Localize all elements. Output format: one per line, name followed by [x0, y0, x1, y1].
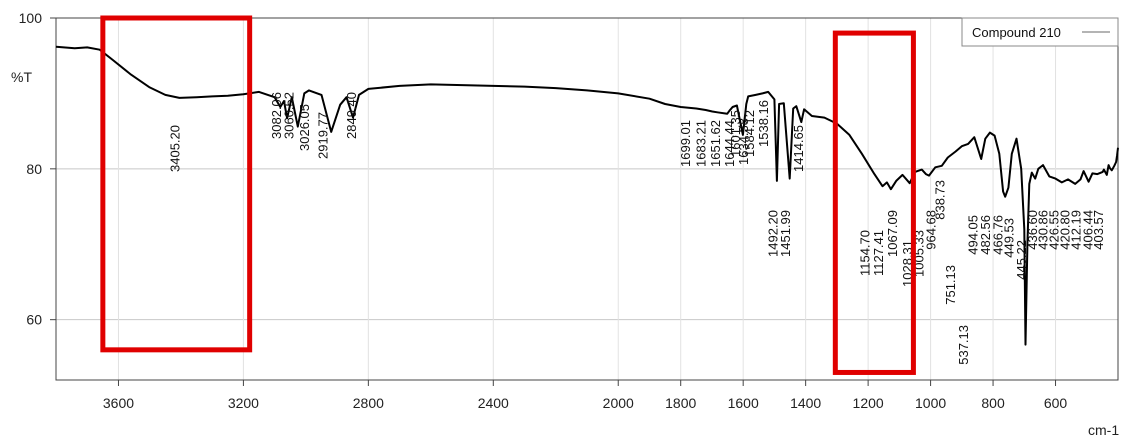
peak-label: 1644.44 — [722, 120, 737, 167]
peak-label: 1584.12 — [742, 110, 757, 157]
y-tick-label: 80 — [26, 161, 42, 177]
x-tick-label: 1200 — [853, 395, 884, 411]
series-layer — [55, 45, 1119, 346]
peak-label: 426.55 — [1047, 210, 1062, 250]
peak-label: 537.13 — [956, 325, 971, 365]
peak-label: 2849.40 — [344, 92, 359, 139]
peak-label: 420.80 — [1058, 210, 1073, 250]
y-tick-label: 100 — [19, 10, 43, 26]
peak-label: 3082.06 — [269, 92, 284, 139]
peak-label: 449.53 — [1001, 218, 1016, 258]
peak-label: 1492.20 — [766, 210, 781, 257]
x-tick-label: 1000 — [915, 395, 946, 411]
peak-label: 964.68 — [923, 210, 938, 250]
x-tick-label: 1800 — [665, 395, 696, 411]
plot-border — [55, 17, 1119, 381]
legend-label: Compound 210 — [972, 25, 1061, 40]
peak-label: 1683.21 — [694, 120, 709, 167]
peak-label: 494.05 — [965, 215, 980, 255]
x-tick-label: 1400 — [790, 395, 821, 411]
peak-label: 1651.62 — [708, 120, 723, 167]
x-tick-label: 2400 — [478, 395, 509, 411]
x-tick-label: 2800 — [353, 395, 384, 411]
x-tick-label: 1600 — [728, 395, 759, 411]
x-tick-label: 800 — [981, 395, 1005, 411]
peak-label: 1451.99 — [778, 210, 793, 257]
peak-label: 436.60 — [1025, 210, 1040, 250]
legend: Compound 210 — [961, 17, 1119, 47]
peak-label: 1601.35 — [728, 110, 743, 157]
peak-label: 1127.41 — [871, 230, 886, 276]
peak-label: 838.73 — [933, 180, 948, 220]
peak-label: 1634.38 — [736, 118, 751, 165]
x-tick-label: 2000 — [603, 395, 634, 411]
peak-label: 403.57 — [1091, 210, 1106, 250]
peak-label: 1699.01 — [678, 120, 693, 167]
peak-label: 445.22 — [1014, 240, 1029, 280]
peak-label: 3405.20 — [167, 125, 182, 172]
peak-label: 3060.52 — [281, 92, 296, 139]
highlight-box — [100, 15, 253, 353]
y-tick-label: 60 — [26, 312, 42, 328]
annotation-layer — [100, 15, 916, 375]
x-tick-label: 3600 — [103, 395, 134, 411]
peak-label: 406.44 — [1080, 210, 1095, 250]
peak-label: 430.86 — [1036, 210, 1051, 250]
plot-frame — [55, 17, 1119, 381]
x-axis-label: cm-1 — [1088, 422, 1119, 438]
peak-label: 1154.70 — [858, 230, 873, 276]
peak-label: 1414.65 — [791, 125, 806, 172]
peak-label: 2919.77 — [316, 112, 331, 159]
x-tick-label: 3200 — [228, 395, 259, 411]
peak-label: 466.76 — [990, 215, 1005, 255]
peak-label: 1067.09 — [885, 210, 900, 257]
axes-labels: 3600 3200 2800 2400 2000 1800 1600 1400 1200 1000… — [19, 10, 1068, 411]
peak-label: 412.19 — [1069, 210, 1084, 250]
peak-label: 1538.16 — [756, 100, 771, 147]
highlight-box — [832, 30, 916, 375]
peak-label: 482.56 — [978, 215, 993, 255]
x-tick-label: 600 — [1044, 395, 1068, 411]
series-line — [55, 45, 1119, 346]
y-axis-label: %T — [11, 69, 32, 85]
peak-label: 751.13 — [943, 265, 958, 305]
peak-label: 3026.05 — [297, 104, 312, 151]
